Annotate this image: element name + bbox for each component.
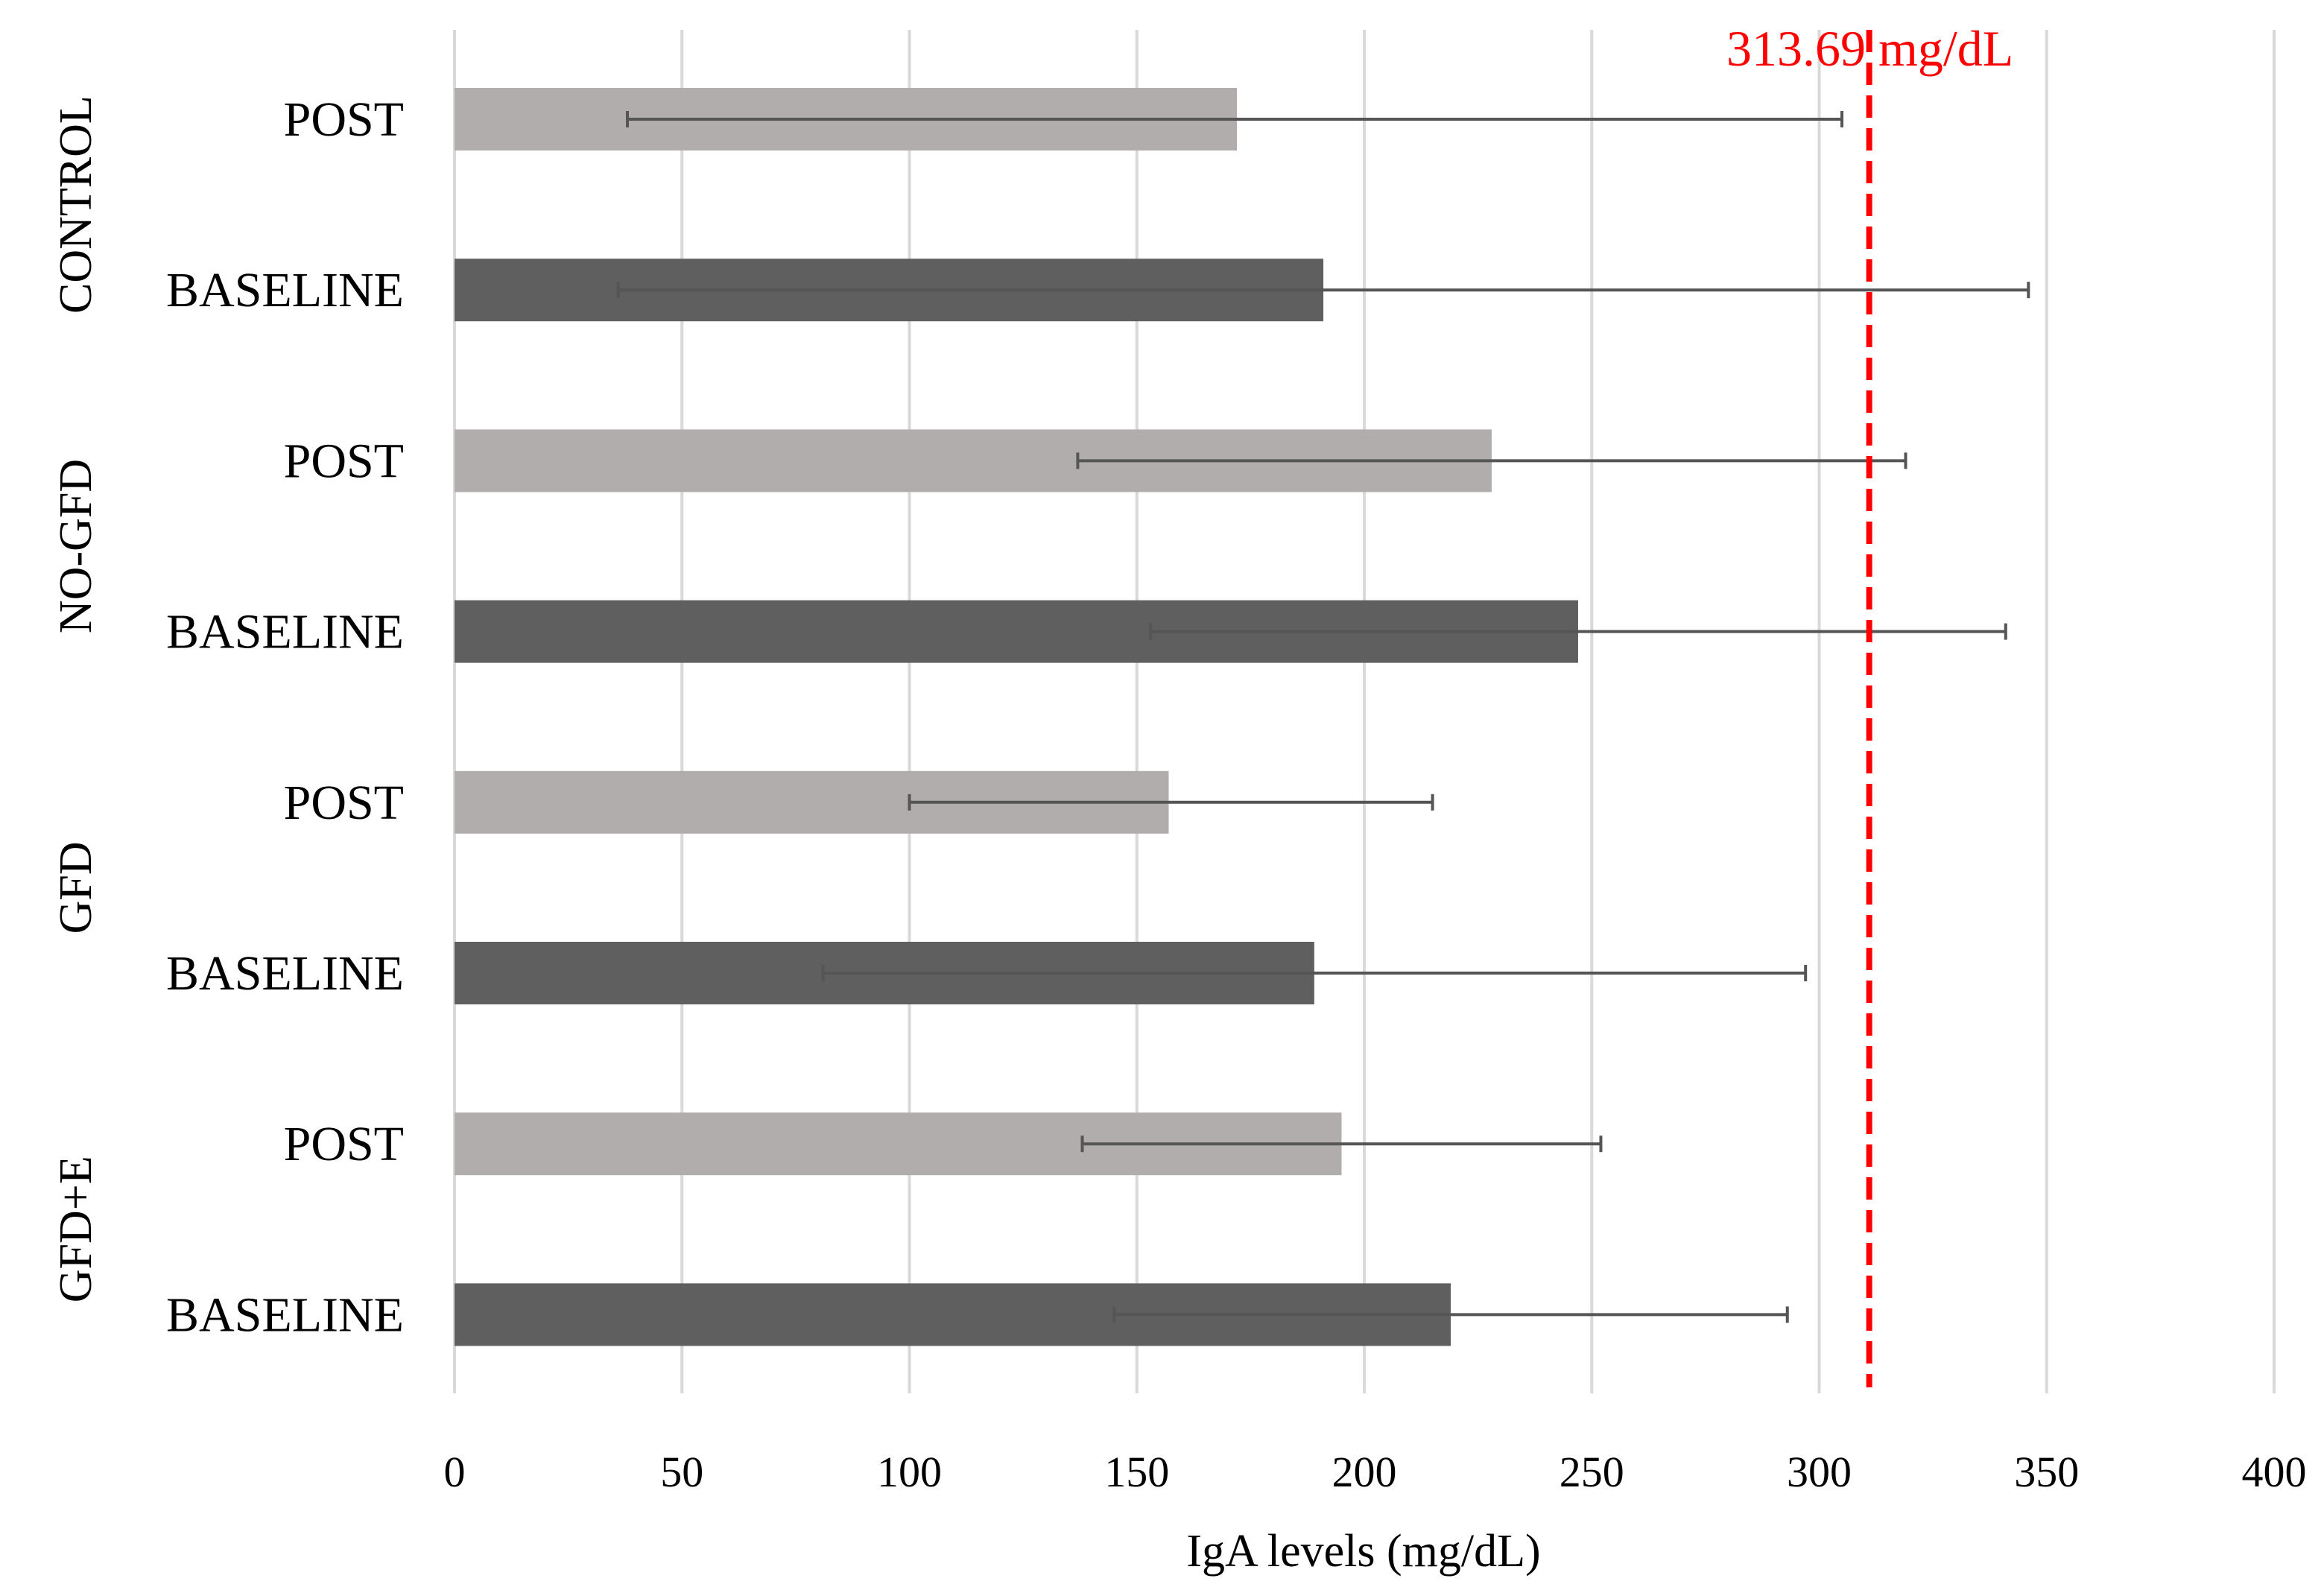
x-tick-label: 150 xyxy=(1104,1448,1169,1496)
category-label: BASELINE xyxy=(166,605,404,659)
x-tick-label: 200 xyxy=(1332,1448,1397,1496)
category-label: POST xyxy=(284,776,404,830)
x-tick-labels: 0 50 100 150 200 250 300 350 400 xyxy=(444,1448,2307,1496)
x-tick-label: 100 xyxy=(877,1448,942,1496)
x-tick-label: 400 xyxy=(2242,1448,2307,1496)
x-tick-label: 250 xyxy=(1560,1448,1624,1496)
x-tick-label: 300 xyxy=(1787,1448,1852,1496)
category-label: BASELINE xyxy=(166,263,404,317)
reference-line-label: 313.69 mg/dL xyxy=(1726,20,2013,77)
category-labels: POST BASELINE POST BASELINE POST BASELINE POST… xyxy=(166,92,404,1342)
group-label: CONTROL xyxy=(51,95,101,314)
group-label: GFD xyxy=(51,841,101,934)
category-label: BASELINE xyxy=(166,1288,404,1342)
category-label: POST xyxy=(284,434,404,488)
x-tick-label: 350 xyxy=(2014,1448,2079,1496)
group-labels: CONTROL NO-GFD GFD GFD+E xyxy=(51,95,101,1302)
group-label: GFD+E xyxy=(51,1156,101,1302)
x-axis-title: IgA levels (mg/dL) xyxy=(1186,1526,1540,1577)
x-tick-label: 50 xyxy=(660,1448,703,1496)
error-bars xyxy=(616,111,2030,1323)
reference-line-group: 313.69 mg/dL xyxy=(1726,20,2013,1387)
group-label: NO-GFD xyxy=(51,459,101,633)
category-label: POST xyxy=(284,1117,404,1171)
category-label: POST xyxy=(284,92,404,147)
category-label: BASELINE xyxy=(166,946,404,1001)
x-tick-label: 0 xyxy=(444,1448,466,1496)
grid-lines xyxy=(453,30,2276,1393)
bars xyxy=(455,88,1578,1346)
